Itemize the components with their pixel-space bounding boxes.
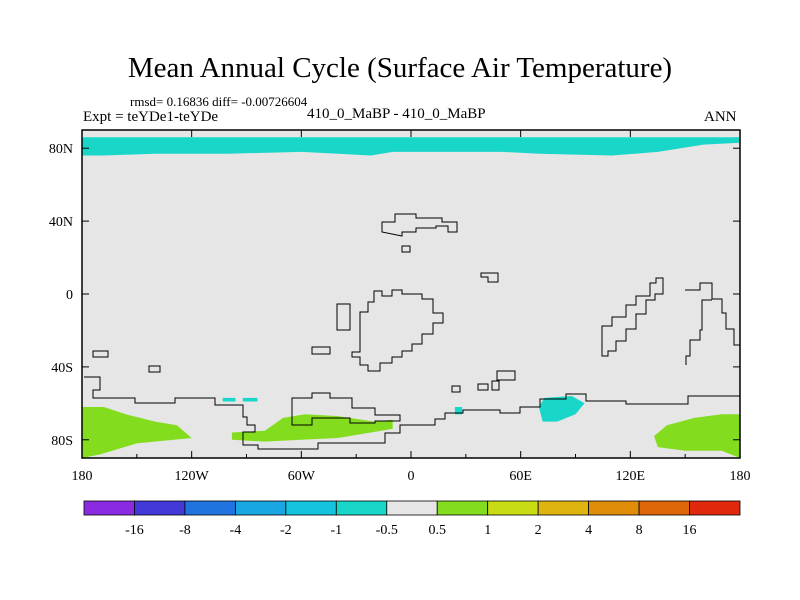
colorbar-label: -4 [230,523,242,538]
x-tick-label: 180 [72,469,93,484]
region-indian-ocean-cool-patch [538,396,585,422]
region-antarctic-warm-west [82,407,192,458]
region-antarctic-warm-peninsula [231,414,393,442]
stats-label: rmsd= 0.16836 diff= -0.00726604 [130,94,308,109]
colorbar-swatch [386,500,438,516]
region-arctic-cool-band [82,137,740,156]
coastline-west-pacific [311,303,351,355]
coastline-asia [601,277,664,357]
chart-title: Mean Annual Cycle (Surface Air Temperatu… [127,52,673,84]
colorbar-label: -8 [179,523,191,538]
colorbar-swatch [335,500,388,516]
case-label: 410_0_MaBP - 410_0_MaBP [307,106,486,122]
coastline-australia [685,282,740,346]
x-tick-label: 60W [288,469,316,484]
experiment-label: Expt = teYDe1-teYDe [83,109,219,125]
colorbar-label: -2 [280,523,292,538]
region-antarctic-warm-east [654,414,740,458]
y-axis: 80N 40N 0 40S 80S [49,142,740,449]
coastline-europe [381,213,458,237]
colorbar-label: -16 [125,523,144,538]
x-axis: 180 120W 60W 0 60E 120E 180 [72,130,751,484]
region-atlantic-cool-speck [454,407,463,415]
colorbar-label: -0.5 [376,523,398,538]
colorbar-label: 8 [636,523,643,538]
coastline-south-america [291,392,401,426]
coastline-antarctica [84,376,740,450]
colorbar: -16 -8 -4 -2 -1 -0.5 0.5 1 2 4 8 16 [83,500,741,538]
coastline-isles [401,245,499,283]
coastlines [84,213,740,450]
colorbar-swatch [436,500,489,516]
region-south-pacific-cool-patch-2 [242,397,258,402]
colorbar-label: 0.5 [428,523,446,538]
colorbar-label: 1 [484,523,491,538]
colorbar-swatch [588,500,640,516]
y-tick-label: 0 [66,288,73,303]
y-tick-label: 80N [49,142,73,157]
colorbar-label: -1 [330,523,342,538]
y-tick-label: 80S [51,434,73,449]
x-tick-label: 0 [408,469,415,484]
colorbar-label: 2 [535,523,542,538]
x-tick-label: 60E [509,469,532,484]
y-tick-label: 40N [49,215,73,230]
colorbar-swatch [285,500,337,516]
y-tick-label: 40S [51,361,73,376]
colorbar-swatch [83,500,135,516]
colorbar-swatch [184,500,236,516]
colorbar-label: 4 [585,523,592,538]
season-label: ANN [704,109,737,125]
anomaly-regions [82,137,740,458]
coastline-africa [351,289,444,372]
colorbar-swatch [689,500,741,516]
colorbar-swatch [638,500,690,516]
region-south-pacific-cool-patch-1 [222,397,236,402]
colorbar-label: 16 [683,523,697,538]
colorbar-swatch [487,500,539,516]
coastline-antarctic-margin [92,299,712,393]
colorbar-swatch [134,500,186,516]
x-tick-label: 120W [175,469,210,484]
colorbar-swatch [537,500,590,516]
colorbar-swatch [234,500,287,516]
x-tick-label: 120E [616,469,646,484]
x-tick-label: 180 [730,469,751,484]
